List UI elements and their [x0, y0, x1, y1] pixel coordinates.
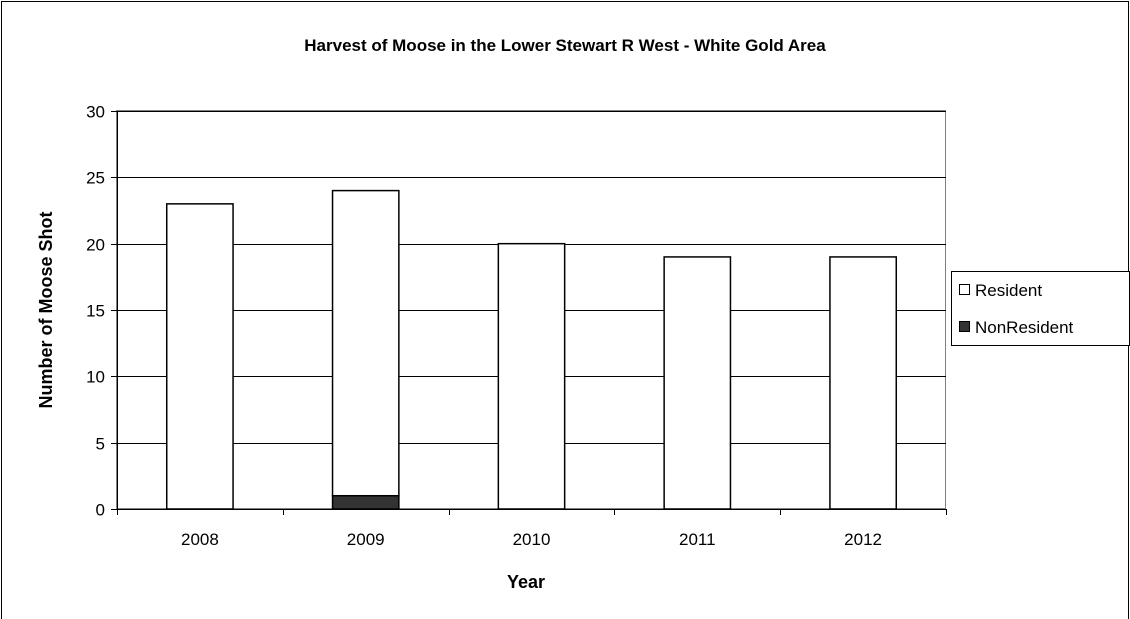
- y-tick-label: 15: [86, 302, 105, 321]
- y-tick-label: 20: [86, 236, 105, 255]
- x-tick-label: 2011: [679, 530, 716, 549]
- y-tick-label: 0: [96, 501, 105, 520]
- legend-label-resident: Resident: [975, 281, 1042, 300]
- x-tick-label: 2012: [844, 530, 882, 549]
- x-tick-label: 2010: [513, 530, 551, 549]
- x-axis-label: Year: [507, 572, 545, 592]
- bar-resident-2010: [497, 242, 566, 510]
- x-tick-label: 2008: [181, 530, 219, 549]
- bar-resident-2009: [331, 189, 400, 497]
- y-axis-label: Number of Moose Shot: [36, 211, 56, 408]
- legend-box: [951, 271, 1130, 346]
- legend: Resident NonResident: [951, 271, 1130, 346]
- y-tick-label: 25: [86, 169, 105, 188]
- axes: [111, 111, 947, 515]
- y-tick-label: 30: [86, 103, 105, 122]
- bar-resident-2012: [829, 256, 898, 510]
- bar-resident-2011: [663, 256, 732, 510]
- bar-nonresident-2009: [331, 494, 400, 510]
- bar-resident-2008: [165, 203, 234, 510]
- legend-swatch-nonresident: [959, 321, 970, 332]
- legend-swatch-resident: [959, 284, 970, 295]
- legend-label-nonresident: NonResident: [975, 318, 1074, 337]
- y-tick-label: 5: [96, 435, 105, 454]
- bars: [165, 189, 898, 510]
- y-tick-label: 10: [86, 368, 105, 387]
- x-tick-label: 2009: [347, 530, 385, 549]
- chart-title: Harvest of Moose in the Lower Stewart R …: [304, 36, 826, 55]
- tick-labels: 0 5 10 15 20 25 30 2008 2009 2010 2011 2012: [86, 103, 882, 550]
